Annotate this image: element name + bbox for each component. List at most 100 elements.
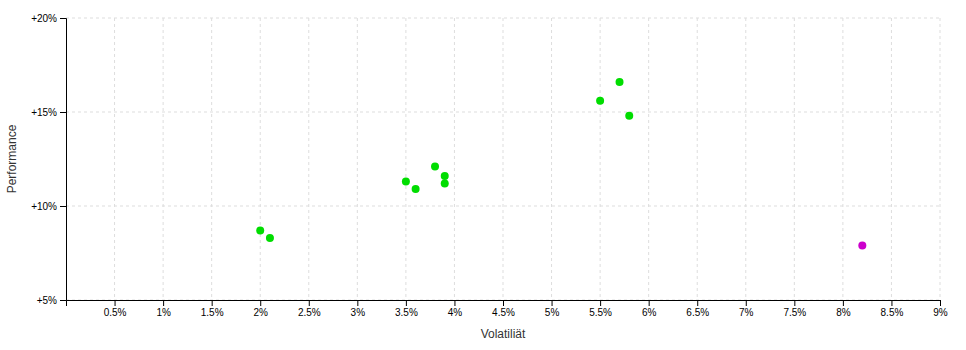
grid-line-x: [794, 18, 795, 300]
series: [858, 241, 866, 249]
y-tick: +10%: [31, 201, 66, 212]
x-tick: 9%: [933, 300, 948, 318]
grid-line-y: [66, 18, 940, 19]
grid-line-x: [551, 18, 552, 300]
x-tick: 6%: [642, 300, 657, 318]
point: [256, 226, 264, 234]
point: [625, 112, 633, 120]
grid-line-x: [454, 18, 455, 300]
x-tick-label: 4%: [448, 307, 463, 318]
x-axis: 0.5% 1% 1.5% 2% 2.5% 3% 3.5% 4% 4.5% 5% 5.5% 6% 6.5%…: [67, 300, 948, 318]
x-tick-label: 3%: [351, 307, 366, 318]
x-tick-mark: [357, 300, 358, 306]
y-axis-title: Performance: [5, 124, 19, 193]
x-tick-label: 5%: [545, 307, 560, 318]
grid-line-x: [503, 18, 504, 300]
x-tick: 2%: [253, 300, 268, 318]
point: [402, 178, 410, 186]
y-tick-label: +15%: [31, 107, 57, 118]
point: [266, 234, 274, 242]
grid-line-x: [260, 18, 261, 300]
x-tick-mark: [212, 300, 213, 306]
x-tick: 3.5%: [395, 300, 418, 318]
y-tick-label: +10%: [31, 201, 57, 212]
x-tick-mark: [115, 300, 116, 306]
x-tick-mark: [794, 300, 795, 306]
x-tick-mark: [746, 300, 747, 306]
point: [441, 172, 449, 180]
x-tick-mark: [891, 300, 892, 306]
x-tick: 1%: [156, 300, 171, 318]
x-tick: 6.5%: [686, 300, 709, 318]
grid-line-x: [357, 18, 358, 300]
chart-container: 0.5% 1% 1.5% 2% 2.5% 3% 3.5% 4% 4.5% 5% 5.5% 6% 6.5%…: [0, 0, 966, 350]
grid-line-x: [308, 18, 309, 300]
grid-line-y: [66, 206, 940, 207]
x-tick: 4%: [448, 300, 463, 318]
y-tick: +20%: [31, 13, 66, 24]
x-tick-mark: [649, 300, 650, 306]
x-tick-mark: [309, 300, 310, 306]
x-tick-mark: [843, 300, 844, 306]
x-tick-label: 2.5%: [298, 307, 321, 318]
grid: [66, 18, 940, 300]
x-tick-mark: [454, 300, 455, 306]
grid-line-x: [211, 18, 212, 300]
x-tick-label: 3.5%: [395, 307, 418, 318]
grid-line-x: [648, 18, 649, 300]
x-tick-label: 1.5%: [201, 307, 224, 318]
point: [858, 241, 866, 249]
point: [616, 78, 624, 86]
x-tick-label: 2%: [253, 307, 268, 318]
x-axis-line: [67, 301, 941, 307]
y-tick-mark: [60, 300, 66, 301]
y-axis: +5% +10% +15% +20%: [31, 13, 66, 306]
x-tick-mark: [406, 300, 407, 306]
grid-line-x: [405, 18, 406, 300]
y-tick: +5%: [37, 295, 66, 306]
y-tick-mark: [60, 18, 66, 19]
x-tick-mark: [940, 300, 941, 306]
point: [596, 97, 604, 105]
y-axis-line: [60, 19, 67, 301]
x-tick-mark: [697, 300, 698, 306]
x-tick: 2.5%: [298, 300, 321, 318]
x-axis-title: Volatiliät: [481, 327, 526, 341]
x-tick-label: 9%: [933, 307, 948, 318]
y-tick-label: +5%: [37, 295, 57, 306]
point: [431, 163, 439, 171]
grid-line-x: [891, 18, 892, 300]
x-tick: 0.5%: [104, 300, 127, 318]
y-tick: +15%: [31, 107, 66, 118]
x-tick: 4.5%: [492, 300, 515, 318]
grid-line-y: [66, 112, 940, 113]
series: [256, 78, 633, 242]
x-tick-mark: [163, 300, 164, 306]
grid-line-x: [745, 18, 746, 300]
x-tick-mark: [552, 300, 553, 306]
x-tick-label: 5.5%: [589, 307, 612, 318]
x-tick: 7%: [739, 300, 754, 318]
x-tick: 1.5%: [201, 300, 224, 318]
x-tick: 5.5%: [589, 300, 612, 318]
x-tick-label: 8%: [836, 307, 851, 318]
x-tick-label: 7%: [739, 307, 754, 318]
point: [441, 179, 449, 187]
x-tick: 5%: [545, 300, 560, 318]
x-tick-label: 6.5%: [686, 307, 709, 318]
y-tick-label: +20%: [31, 13, 57, 24]
grid-line-x: [697, 18, 698, 300]
grid-line-x: [940, 18, 941, 300]
x-tick: 8%: [836, 300, 851, 318]
x-tick-label: 1%: [156, 307, 171, 318]
x-tick-label: 7.5%: [783, 307, 806, 318]
grid-line-x: [842, 18, 843, 300]
plot-area: [256, 78, 866, 250]
x-tick-label: 0.5%: [104, 307, 127, 318]
x-tick-mark: [260, 300, 261, 306]
x-tick: 8.5%: [881, 300, 904, 318]
chart: 0.5% 1% 1.5% 2% 2.5% 3% 3.5% 4% 4.5% 5% 5.5% 6% 6.5%…: [0, 0, 966, 350]
x-tick-mark: [503, 300, 504, 306]
point: [412, 185, 420, 193]
x-tick-label: 4.5%: [492, 307, 515, 318]
